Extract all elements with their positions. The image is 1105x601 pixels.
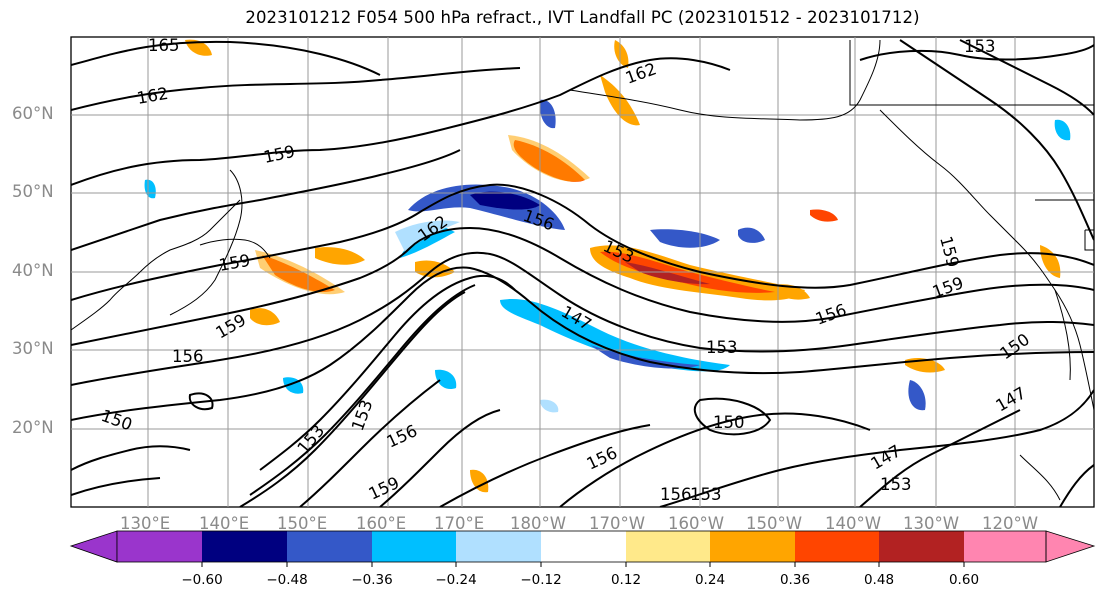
colorbar-bin xyxy=(964,531,1046,562)
lat-label-20n: 20°N xyxy=(12,418,54,437)
contour-label: 153 xyxy=(964,37,996,56)
refractivity-contours xyxy=(71,39,1094,507)
colorbar xyxy=(69,530,1096,567)
map-title: 2023101212 F054 500 hPa refract., IVT La… xyxy=(245,8,920,27)
colorbar-tick-label: 0.60 xyxy=(948,572,980,588)
colorbar-bin xyxy=(541,531,626,562)
colorbar-bin xyxy=(626,531,710,562)
colorbar-upper-extension xyxy=(1045,530,1096,563)
lat-label-60n: 60°N xyxy=(12,104,54,123)
lon-label-180w: 180°W xyxy=(510,514,567,533)
lon-label-150w: 150°W xyxy=(746,514,803,533)
contour-label: 156 xyxy=(660,485,692,504)
colorbar-lower-extension xyxy=(69,530,118,563)
lon-label-130w: 130°W xyxy=(903,514,960,533)
colorbar-tick-label: 0.12 xyxy=(610,572,642,588)
refractivity-anomaly-shading xyxy=(144,39,1071,493)
lon-label-140e: 140°E xyxy=(199,514,250,533)
colorbar-tick-label: −0.12 xyxy=(520,572,562,588)
colorbar-bin xyxy=(372,531,456,562)
colorbar-outline xyxy=(116,530,1047,563)
lon-label-150e: 150°E xyxy=(277,514,328,533)
lon-label-140w: 140°W xyxy=(825,514,882,533)
lat-label-40n: 40°N xyxy=(12,261,54,280)
colorbar-bin xyxy=(202,531,287,562)
contour-label: 165 xyxy=(148,36,180,55)
colorbar-bin xyxy=(795,531,879,562)
colorbar-bin xyxy=(710,531,795,562)
colorbar-bin xyxy=(879,531,964,562)
contour-label: 153 xyxy=(706,338,738,357)
contour-label: 156 xyxy=(172,347,204,366)
lon-label-120w: 120°W xyxy=(982,514,1039,533)
colorbar-tick-label: 0.48 xyxy=(863,572,895,588)
lon-label-170w: 170°W xyxy=(589,514,646,533)
colorbar-tick-label: −0.60 xyxy=(181,572,223,588)
lon-label-130e: 130°E xyxy=(120,514,171,533)
coastlines xyxy=(71,39,1094,501)
lon-label-160w: 160°W xyxy=(668,514,725,533)
lat-label-50n: 50°N xyxy=(12,182,54,201)
colorbar-tick-label: −0.24 xyxy=(435,572,477,588)
contour-label: 153 xyxy=(880,475,912,494)
lon-label-160e: 160°E xyxy=(356,514,407,533)
contour-label: 153 xyxy=(690,485,722,504)
lon-label-170e: 170°E xyxy=(434,514,485,533)
colorbar-tick-label: 0.24 xyxy=(694,572,726,588)
lat-label-30n: 30°N xyxy=(12,339,54,358)
colorbar-tick-label: −0.36 xyxy=(351,572,393,588)
colorbar-tick-label: −0.48 xyxy=(266,572,308,588)
colorbar-bin xyxy=(117,531,202,562)
contour-label: 150 xyxy=(713,413,745,432)
colorbar-bin xyxy=(456,531,541,562)
colorbar-bin xyxy=(287,531,372,562)
colorbar-tick-label: 0.36 xyxy=(779,572,811,588)
